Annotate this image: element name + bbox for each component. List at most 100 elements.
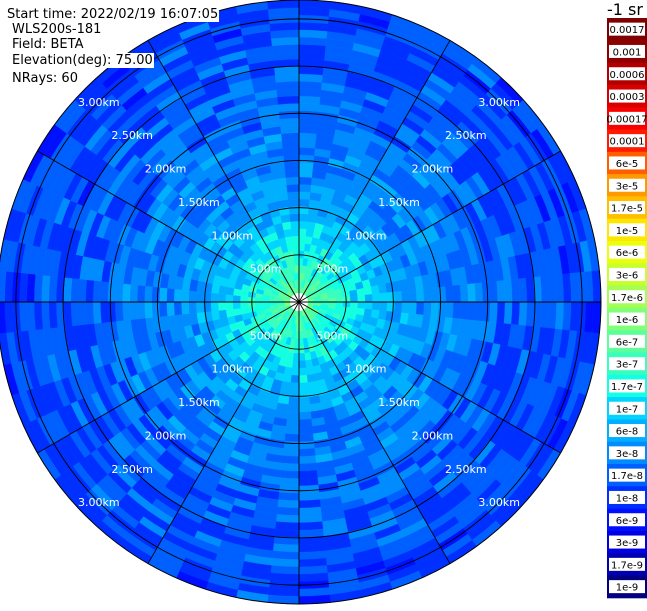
- range-ring-label: 1.50km: [178, 196, 220, 209]
- beta-cell: [364, 301, 373, 310]
- beta-cell: [298, 169, 314, 178]
- beta-cell: [503, 279, 513, 303]
- beta-cell: [423, 287, 432, 303]
- beta-cell: [151, 286, 161, 303]
- beta-cell: [555, 301, 565, 330]
- beta-cell: [298, 492, 320, 501]
- beta-cell: [77, 301, 87, 326]
- beta-cell: [270, 565, 300, 575]
- beta-cell: [217, 301, 227, 311]
- beta-cell: [181, 289, 190, 303]
- beta-cell: [298, 139, 317, 149]
- beta-cell: [274, 521, 300, 531]
- beta-cell: [283, 228, 293, 238]
- beta-cell: [287, 404, 300, 413]
- beta-cell: [283, 154, 300, 164]
- beta-cell: [173, 288, 183, 303]
- colorbar-tick-label: 6e-5: [616, 159, 639, 170]
- beta-cell: [298, 80, 323, 90]
- beta-cell: [335, 297, 344, 303]
- beta-cell: [298, 550, 327, 560]
- beta-cell: [379, 301, 388, 312]
- beta-cell: [33, 301, 43, 330]
- beta-cell: [298, 470, 318, 479]
- beta-cell: [232, 301, 241, 310]
- colorbar-tick-label: 3e-7: [616, 360, 639, 371]
- beta-cell: [290, 220, 300, 230]
- beta-cell: [276, 88, 300, 98]
- beta-cell: [239, 301, 248, 309]
- beta-cell: [188, 301, 197, 314]
- beta-cell: [107, 281, 117, 303]
- colorbar-tick-label: 1.7e-8: [611, 471, 643, 482]
- beta-cell: [210, 301, 219, 312]
- beta-cell: [496, 280, 506, 303]
- beta-cell: [293, 250, 300, 259]
- beta-cell: [298, 455, 317, 465]
- beta-cell: [298, 521, 324, 531]
- beta-cell: [298, 382, 309, 391]
- beta-cell: [92, 280, 102, 303]
- range-ring-label: 2.50km: [445, 463, 487, 476]
- beta-cell: [63, 301, 73, 327]
- beta-cell: [269, 22, 300, 32]
- beta-cell: [276, 506, 300, 516]
- beta-cell: [298, 514, 323, 524]
- beta-cell: [474, 282, 484, 303]
- beta-cell: [525, 277, 535, 303]
- beta-cell: [496, 301, 506, 324]
- colorbar-tick-label: 3e-5: [616, 181, 639, 192]
- beta-cell: [423, 301, 432, 317]
- beta-cell: [294, 257, 300, 266]
- beta-cell: [217, 293, 227, 303]
- beta-cell: [467, 301, 476, 321]
- colorbar-unit-label: -1 sr: [607, 0, 643, 19]
- beta-cell: [289, 213, 300, 222]
- beta-cell: [459, 284, 469, 303]
- beta-cell: [305, 366, 315, 376]
- beta-cell: [298, 433, 314, 443]
- beta-cell: [328, 297, 337, 303]
- beta-cell: [287, 191, 300, 200]
- beta-cell: [298, 448, 316, 457]
- beta-cell: [298, 572, 329, 582]
- colorbar-tick-label: 1.7e-7: [611, 382, 643, 393]
- beta-cell: [0, 301, 7, 334]
- beta-cell: [298, 242, 306, 251]
- beta-cell: [298, 367, 307, 376]
- beta-cell: [280, 470, 300, 479]
- beta-cell: [371, 293, 381, 303]
- beta-cell: [0, 270, 7, 303]
- beta-cell: [291, 235, 300, 244]
- range-ring-label: 2.00km: [145, 163, 187, 176]
- range-ring-label: 1.00km: [345, 363, 387, 376]
- range-ring-label: 500m: [250, 263, 282, 276]
- beta-cell: [298, 323, 303, 332]
- beta-cell: [278, 110, 300, 120]
- beta-cell: [298, 29, 328, 39]
- range-ring-label: 2.00km: [412, 163, 454, 176]
- colorbar-tick-label: 0.0006: [610, 70, 645, 81]
- beta-cell: [489, 301, 498, 323]
- beta-cell: [285, 176, 300, 186]
- beta-cell: [77, 278, 87, 303]
- beta-cell: [247, 301, 256, 308]
- beta-cell: [70, 301, 80, 327]
- beta-cell: [283, 440, 300, 450]
- beta-cell: [122, 301, 131, 321]
- colorbar-tick-label: 0.00017: [606, 114, 647, 125]
- beta-cell: [298, 95, 321, 105]
- beta-cell: [547, 301, 557, 330]
- colorbar-tick-label: 1e-6: [616, 315, 639, 326]
- beta-cell: [306, 373, 317, 383]
- range-ring-label: 1.50km: [378, 196, 420, 209]
- range-ring-label: 3.00km: [78, 96, 120, 109]
- beta-cell: [415, 288, 425, 303]
- beta-cell: [342, 296, 351, 303]
- colorbar-tick-label: 0.0001: [610, 137, 645, 148]
- beta-cell: [481, 301, 491, 323]
- range-ring-label: 1.50km: [378, 396, 420, 409]
- beta-cell: [33, 274, 43, 303]
- beta-cell: [350, 301, 359, 309]
